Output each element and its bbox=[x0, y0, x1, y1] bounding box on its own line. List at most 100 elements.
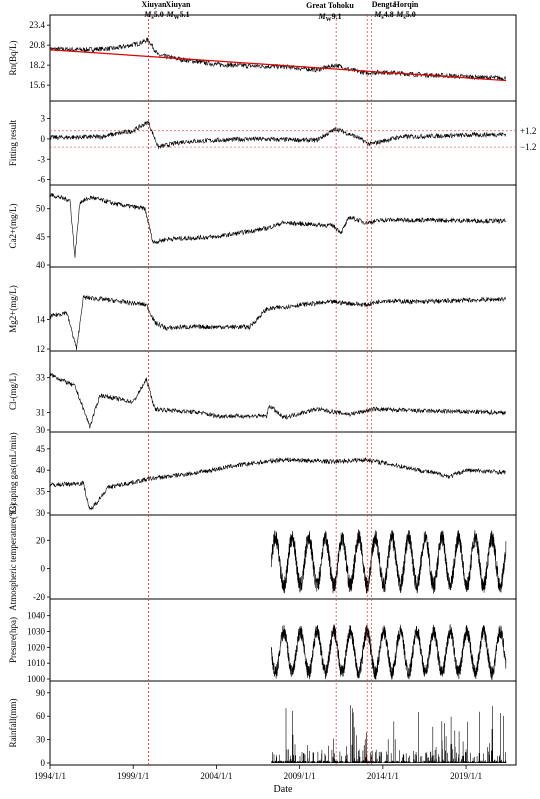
event-label: Xiuyan bbox=[142, 0, 167, 9]
event-label: Great Tohoku bbox=[306, 1, 354, 10]
panel-7: 20 0 -20 Atmospheric temperature(℃) bbox=[8, 503, 517, 611]
y-tick-label: 1040 bbox=[27, 611, 46, 621]
event-label: Dengta bbox=[372, 0, 396, 9]
y-tick-label: 23.4 bbox=[29, 20, 45, 30]
magnitude-symbol: M bbox=[143, 10, 152, 19]
y-tick-label: -20 bbox=[33, 592, 45, 602]
series-line bbox=[49, 372, 506, 429]
y-tick-label: 1030 bbox=[27, 627, 46, 637]
y-tick-label: 1000 bbox=[27, 674, 46, 684]
magnitude-type: W bbox=[326, 17, 332, 23]
panel-frame bbox=[49, 680, 517, 766]
magnitude-type: s bbox=[381, 15, 384, 21]
x-tick-label: 2019/1/1 bbox=[450, 771, 482, 781]
y-tick-label: 40 bbox=[36, 465, 46, 475]
y-tick-label: -6 bbox=[38, 175, 46, 185]
y-tick-label: 45 bbox=[36, 444, 46, 454]
x-tick-label: 1999/1/1 bbox=[117, 771, 149, 781]
magnitude-symbol: M bbox=[317, 12, 326, 21]
event-magnitude: Ms4.8 bbox=[373, 10, 393, 21]
magnitude-type: s bbox=[403, 15, 406, 21]
panel-frame bbox=[49, 100, 517, 186]
y-tick-label: 15.6 bbox=[29, 80, 45, 90]
x-tick-label: 2004/1/1 bbox=[200, 771, 232, 781]
y-tick-label: 90 bbox=[36, 688, 46, 698]
event-label: Horqin bbox=[394, 0, 419, 9]
magnitude-value: 5.1 bbox=[180, 10, 190, 19]
reference-label: −1.2 bbox=[520, 142, 536, 152]
y-axis-label: Escaping gas(mL/min) bbox=[8, 432, 18, 514]
y-tick-label: 31 bbox=[36, 408, 45, 418]
y-tick-label: 0 bbox=[41, 758, 46, 768]
panel-6: 45 40 35 30 Escaping gas(mL/min) bbox=[8, 431, 517, 518]
y-tick-label: 1020 bbox=[27, 642, 46, 652]
y-axis-label: Atmospheric temperature(℃) bbox=[8, 503, 18, 611]
panel-frame bbox=[49, 184, 517, 268]
x-axis: 1994/1/1 1999/1/1 2004/1/1 2009/1/1 2014/1/1… bbox=[34, 765, 482, 781]
y-tick-label: 50 bbox=[36, 204, 46, 214]
y-tick-label: 45 bbox=[36, 232, 46, 242]
event-magnitude: Ms5.0 bbox=[395, 10, 415, 21]
x-tick-label: 1994/1/1 bbox=[34, 771, 66, 781]
magnitude-symbol: M bbox=[165, 10, 174, 19]
magnitude-symbol: M bbox=[373, 10, 382, 19]
series-line bbox=[271, 624, 507, 680]
reference-label: +1.2 bbox=[520, 126, 536, 136]
y-tick-label: 0 bbox=[41, 134, 46, 144]
y-tick-label: 3 bbox=[41, 114, 46, 124]
panel-frame bbox=[49, 14, 517, 102]
panel-2: 3 0 -3 -6 Fitting result +1.2 −1.2 bbox=[8, 100, 536, 186]
y-axis-label: Cl-(mg/L) bbox=[8, 373, 18, 410]
panel-1: 23.4 20.8 18.2 15.6 Rn(Bq/L) bbox=[8, 14, 517, 102]
magnitude-value: 9.1 bbox=[332, 12, 342, 21]
x-tick-label: 2009/1/1 bbox=[284, 771, 316, 781]
y-tick-label: 18.2 bbox=[29, 60, 45, 70]
series-line bbox=[49, 120, 506, 149]
series-line bbox=[49, 36, 506, 81]
y-tick-label: 30 bbox=[36, 735, 46, 745]
y-tick-label: -3 bbox=[38, 154, 46, 164]
event-magnitude: MW5.1 bbox=[165, 10, 189, 21]
event-magnitude: MW9.1 bbox=[317, 12, 341, 23]
series-line bbox=[271, 705, 507, 763]
series-line bbox=[49, 295, 506, 351]
panel-frame bbox=[49, 431, 517, 516]
magnitude-value: 4.8 bbox=[384, 10, 394, 19]
y-axis-label: Fitting result bbox=[8, 119, 18, 166]
panel-5: 33 31 30 Cl-(mg/L) bbox=[8, 350, 517, 435]
y-tick-label: 30 bbox=[36, 508, 46, 518]
panel-3: 50 45 40 Ca2+(mg/L) bbox=[8, 184, 517, 270]
y-axis-label: Mg2+(mg/L) bbox=[8, 285, 18, 333]
magnitude-symbol: M bbox=[395, 10, 404, 19]
panel-8: 1040 1030 1020 1010 1000 Presure(hpa) bbox=[8, 598, 517, 684]
y-tick-label: 60 bbox=[36, 711, 46, 721]
x-tick-label: 2014/1/1 bbox=[367, 771, 399, 781]
series-line bbox=[49, 193, 506, 258]
y-tick-label: 30 bbox=[36, 425, 46, 435]
panel-frame bbox=[49, 350, 517, 433]
y-tick-label: 14 bbox=[36, 315, 46, 325]
y-tick-label: 1010 bbox=[27, 658, 46, 668]
panel-4: 14 12 Mg2+(mg/L) bbox=[8, 266, 517, 354]
event-magnitude: Ms5.0 bbox=[143, 10, 163, 21]
y-axis-label: Rn(Bq/L) bbox=[8, 40, 18, 75]
y-axis-label: Presure(hpa) bbox=[8, 617, 18, 663]
y-tick-label: 0 bbox=[41, 564, 46, 574]
y-axis-label: Ca2+(mg/L) bbox=[8, 203, 18, 248]
y-tick-label: 20.8 bbox=[29, 40, 45, 50]
magnitude-type: s bbox=[151, 15, 154, 21]
magnitude-value: 5.0 bbox=[154, 10, 164, 19]
y-tick-label: 35 bbox=[36, 487, 46, 497]
y-axis-label: Rainfall(mm) bbox=[8, 699, 18, 748]
y-tick-label: 33 bbox=[36, 373, 46, 383]
panel-frame bbox=[49, 598, 517, 682]
series-line bbox=[271, 529, 507, 594]
magnitude-value: 5.0 bbox=[406, 10, 416, 19]
y-tick-label: 12 bbox=[36, 344, 45, 354]
trend-line bbox=[49, 49, 507, 82]
panel-frame bbox=[49, 266, 517, 352]
y-tick-label: 40 bbox=[36, 260, 46, 270]
y-tick-label: 20 bbox=[36, 535, 46, 545]
